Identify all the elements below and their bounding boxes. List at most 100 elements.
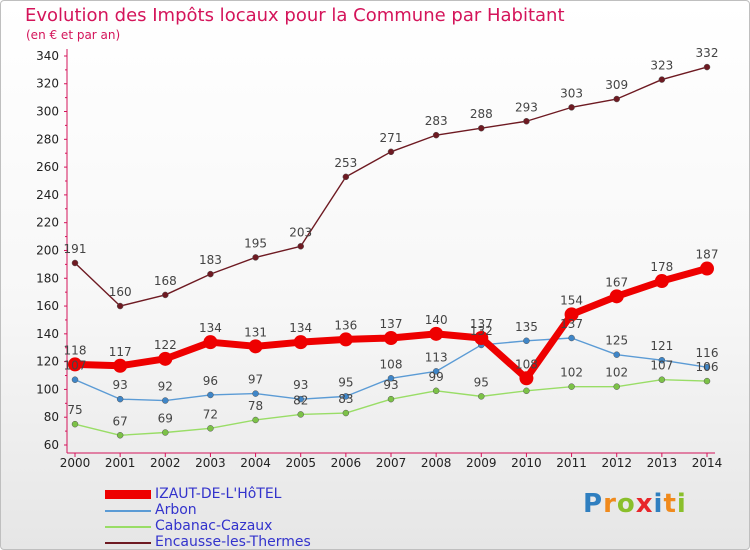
data-label: 102 [605,366,628,380]
data-label: 107 [650,359,673,373]
x-tick-label: 2004 [240,456,271,470]
x-tick-label: 2002 [150,456,181,470]
logo-letter: P [583,489,604,519]
data-point [703,363,711,371]
data-label: 92 [158,380,173,394]
data-point [478,124,485,132]
data-label: 168 [154,274,177,288]
data-point [658,76,666,83]
data-point [564,307,579,322]
data-label: 191 [64,242,87,256]
data-label: 293 [515,100,538,114]
legend-label-encausse: Encausse-les-Thermes [155,534,311,550]
data-point [293,335,308,350]
data-label: 309 [605,78,628,92]
proxiti-logo: Proxiti [583,489,687,519]
data-point [342,409,350,417]
x-tick-label: 2005 [285,456,316,470]
data-label: 134 [289,321,312,335]
data-label: 134 [199,321,222,335]
data-point [162,291,169,299]
data-point [654,274,669,289]
data-label: 95 [338,375,353,389]
data-label: 96 [203,374,218,388]
data-point [116,432,124,439]
legend-swatch-izaut [105,490,151,499]
data-point [252,416,259,424]
data-point [387,395,395,403]
data-point [71,420,79,428]
logo-letter: i [676,489,687,519]
data-label: 131 [244,325,267,339]
data-point [523,387,530,395]
data-point [613,95,620,103]
data-point [297,243,304,250]
data-point [568,334,575,342]
data-point [387,375,395,382]
legend-label-cabanac: Cabanac-Cazaux [155,518,273,534]
data-label: 117 [109,345,132,359]
y-tick-label: 340 [36,49,59,63]
data-point [613,383,620,390]
data-label: 93 [383,378,398,392]
data-label: 283 [425,114,448,128]
data-label: 113 [425,350,448,364]
data-point [519,371,534,386]
y-tick-label: 80 [44,410,59,424]
data-point [252,390,259,397]
data-point [158,351,173,366]
data-label: 178 [650,260,673,274]
data-label: 102 [560,366,583,380]
data-label: 140 [425,313,448,327]
data-label: 154 [560,293,583,307]
x-tick-label: 2008 [421,456,452,470]
legend-label-arbon: Arbon [155,502,197,518]
y-tick-label: 300 [36,105,59,119]
logo-letter: i [653,489,664,519]
data-point [432,131,440,139]
data-label: 95 [474,375,489,389]
data-point [297,411,304,418]
data-label: 125 [605,334,628,348]
data-point [523,118,530,125]
data-label: 118 [64,343,87,357]
x-tick-label: 2000 [60,456,91,470]
data-point [700,261,714,276]
logo-letter: x [635,489,654,519]
data-point [162,397,169,404]
data-label: 78 [248,399,263,413]
data-label: 69 [158,411,173,425]
x-tick-label: 2014 [692,456,723,470]
x-tick-label: 2001 [105,456,136,470]
x-tick-label: 2011 [556,456,587,470]
logo-letter: t [663,489,677,519]
data-label: 108 [380,357,403,371]
data-point [609,289,624,304]
data-point [342,393,350,400]
y-tick-label: 140 [36,327,59,341]
y-tick-label: 180 [36,271,59,285]
x-tick-label: 2012 [601,456,632,470]
data-label: 122 [154,338,177,352]
data-label: 97 [248,373,263,387]
data-point [568,104,575,111]
data-point [387,148,395,156]
data-label: 288 [470,107,493,121]
data-label: 116 [696,346,719,360]
y-tick-label: 120 [36,355,59,369]
chart-subtitle: (en € et par an) [26,28,121,42]
chart-title: Evolution des Impôts locaux pour la Comm… [25,5,565,26]
data-label: 132 [470,324,493,338]
data-point [252,254,259,261]
logo-letter: o [616,489,636,519]
data-point [203,335,218,350]
data-label: 271 [380,131,403,145]
data-label: 121 [650,339,673,353]
data-label: 203 [289,225,312,239]
data-label: 160 [109,285,132,299]
y-tick-label: 60 [44,438,59,452]
data-point [113,358,128,373]
data-point [162,429,169,436]
data-label: 137 [560,317,583,331]
